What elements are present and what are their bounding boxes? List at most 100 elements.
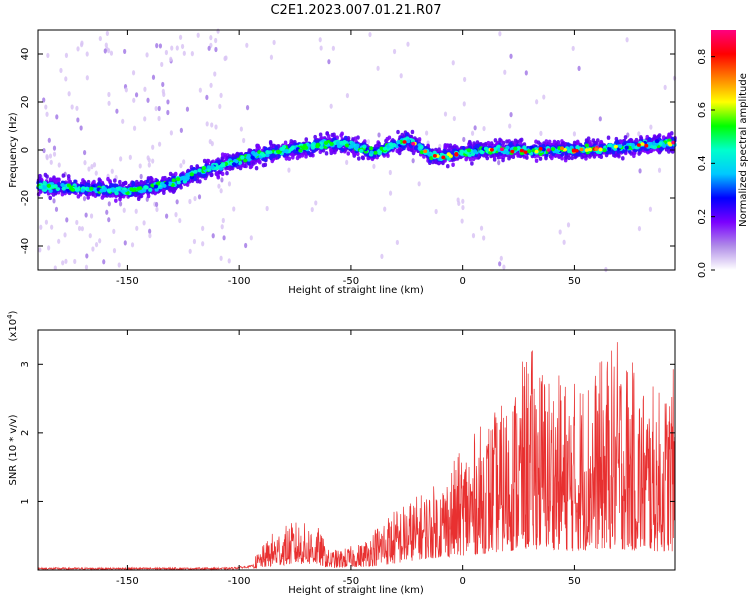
spectrogram-cell (45, 174, 49, 179)
spectrogram-cell (571, 45, 575, 52)
spectrogram-cell (209, 35, 213, 41)
spectrogram-cell (591, 138, 596, 143)
spectrogram-cell (132, 97, 136, 103)
spectrogram-cell (198, 87, 202, 93)
spectrogram-cell (318, 149, 323, 155)
spectrogram-cell (107, 91, 111, 98)
spectrogram-cell (189, 175, 194, 180)
spectrogram-cell (373, 150, 378, 155)
spectrogram-cell (214, 124, 218, 130)
spectrogram-cell (503, 149, 508, 154)
spectrogram-cell (584, 148, 589, 152)
spectrogram-cell (498, 137, 502, 143)
spectrogram-cell (269, 54, 274, 60)
spectrogram-cell (145, 52, 149, 58)
spectrogram-cell (382, 146, 388, 151)
spectrogram-cell (67, 91, 71, 97)
spectrogram-cell (542, 94, 546, 100)
spectrogram-cell (354, 145, 359, 150)
spectrogram-cell (220, 162, 226, 167)
spectrogram-xtick-label: -100 (228, 276, 251, 287)
spectrogram-cell (513, 146, 518, 151)
spectrogram-cell (599, 139, 604, 145)
spectrogram-cell (383, 206, 387, 212)
spectrogram-cell (240, 155, 245, 160)
spectrogram-cell (624, 145, 629, 150)
spectrogram-cell (417, 181, 421, 187)
spectrogram-cell (196, 32, 200, 38)
spectrogram-cell (142, 220, 146, 226)
spectrogram-cell (387, 135, 392, 140)
spectrogram-cell (298, 148, 303, 153)
spectrogram-cell (210, 141, 214, 147)
spectrogram-cell (396, 140, 401, 145)
spectrogram-cell (45, 111, 49, 117)
spectrogram-cell (350, 141, 356, 146)
spectrogram-cell (289, 146, 295, 151)
spectrogram-cell (446, 152, 451, 156)
spectrogram-cell (197, 194, 202, 200)
spectrogram-cell (134, 179, 139, 185)
spectrogram-cell (106, 176, 110, 182)
spectrogram-cell (251, 161, 256, 166)
spectrogram-cell (85, 51, 89, 57)
spectrogram-cell (128, 154, 132, 160)
spectrogram-cell (488, 150, 493, 155)
snr-scale-label: (x104) (6, 310, 19, 341)
spectrogram-cell (471, 233, 476, 239)
spectrogram-ytick-label: 20 (20, 96, 31, 109)
spectrogram-cell (189, 172, 195, 177)
spectrogram-cell (131, 188, 136, 193)
spectrogram-cell (210, 164, 215, 169)
spectrogram-cell (219, 188, 223, 194)
spectrogram-cell (574, 148, 579, 153)
spectrogram-cell (602, 148, 607, 153)
spectrogram-cell (466, 148, 472, 153)
spectrogram-cell (632, 153, 636, 159)
spectrogram-cell (219, 92, 223, 99)
colorbar-ticks: 0.00.20.40.60.8 (697, 49, 715, 278)
spectrogram-cell (130, 242, 135, 248)
spectrogram-cell (147, 157, 151, 163)
spectrogram-cell (560, 156, 564, 161)
spectrogram-cell (452, 115, 456, 122)
spectrogram-cell (323, 140, 329, 145)
spectrogram-cell (221, 217, 225, 224)
spectrogram-cell (425, 130, 429, 136)
spectrogram-cell (443, 111, 448, 117)
spectrogram-cell (456, 197, 460, 203)
spectrogram-cell (536, 140, 541, 145)
spectrogram-cell (88, 233, 92, 239)
spectrogram-cell (256, 143, 260, 149)
spectrogram-cell (410, 138, 415, 143)
spectrogram-cell (598, 116, 602, 122)
spectrogram-cell (250, 155, 255, 160)
spectrogram-cell (261, 153, 267, 158)
spectrogram-cell (76, 117, 80, 123)
spectrogram-cell (345, 92, 350, 99)
spectrogram-cell (38, 173, 42, 179)
spectrogram-cell (85, 253, 89, 259)
spectrogram-cell (617, 144, 623, 149)
spectrogram-cell (313, 134, 317, 140)
spectrogram-cell (575, 145, 580, 150)
spectrogram-cell (169, 56, 173, 62)
spectrogram-cell (75, 105, 79, 111)
spectrogram-cell (144, 185, 149, 190)
spectrogram-cell (667, 132, 672, 137)
spectrogram-cell (392, 48, 397, 55)
spectrogram-cell (70, 104, 74, 110)
spectrogram-cell (79, 125, 83, 131)
spectrogram-cell (310, 145, 316, 150)
spectrogram-cell (66, 174, 71, 179)
spectrogram-cell (448, 143, 453, 148)
spectrogram-cell (94, 170, 98, 176)
spectrogram-cell (584, 143, 590, 148)
spectrogram-cell (470, 130, 475, 136)
spectrogram-cell (388, 190, 393, 196)
spectrogram-cell (220, 224, 224, 230)
spectrogram-cell (472, 141, 476, 146)
spectrogram-cell (195, 179, 200, 184)
spectrogram-cell (314, 200, 318, 206)
spectrogram-cell (52, 198, 56, 204)
